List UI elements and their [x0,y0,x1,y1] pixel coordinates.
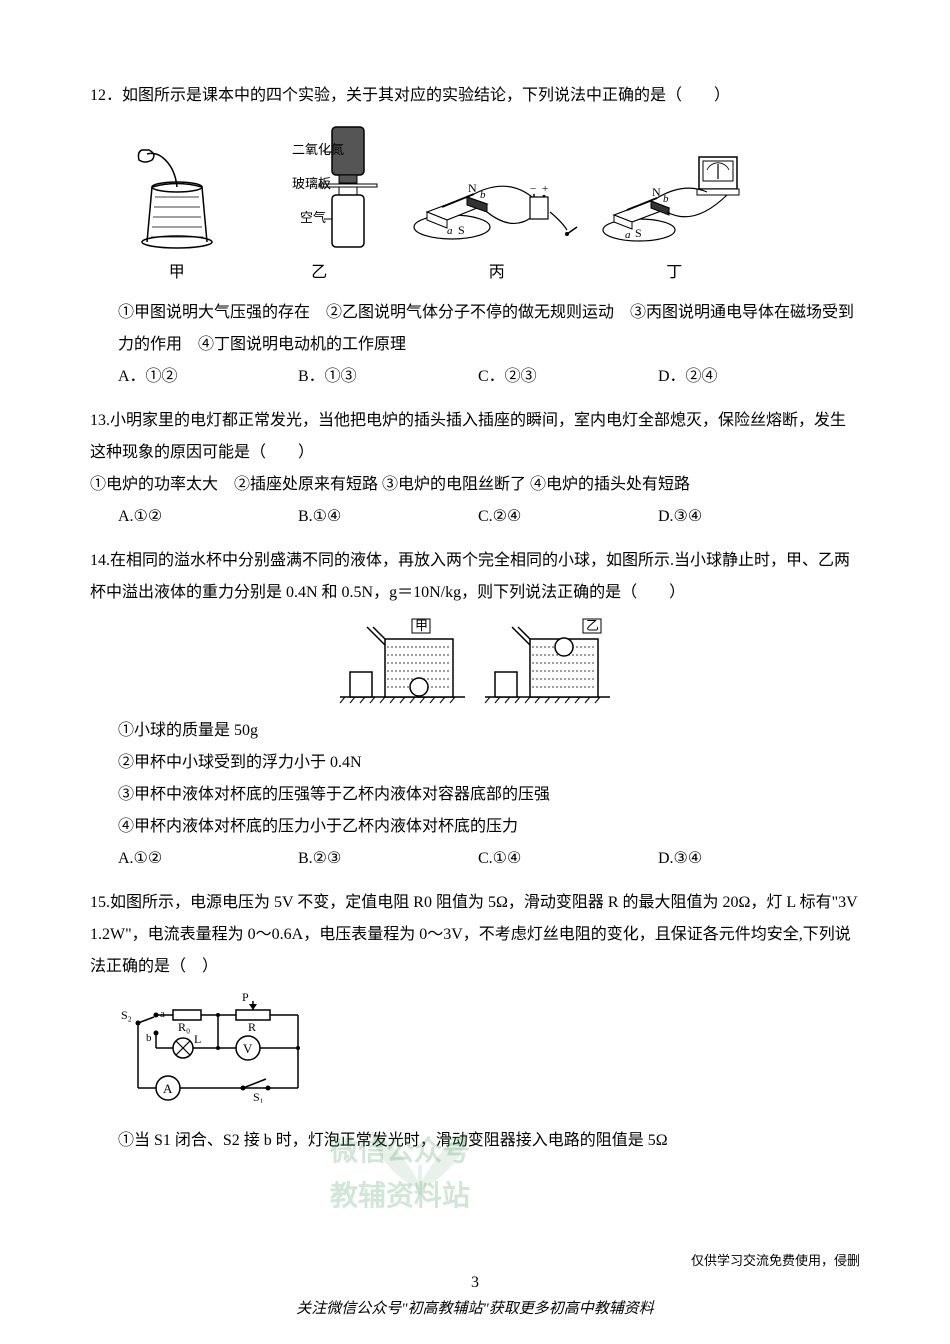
q14-stem: 14.在相同的溢水杯中分别盛满不同的液体，再放入两个完全相同的小球，如图所示.当… [90,545,860,609]
q14-stem-text: 在相同的溢水杯中分别盛满不同的液体，再放入两个完全相同的小球，如图所示.当小球静… [90,552,850,601]
q14-s2: ②甲杯中小球受到的浮力小于 0.4N [90,747,860,779]
lbl-V: V [243,1041,253,1056]
q15-stem: 15.如图所示，电源电压为 5V 不变，定值电阻 R0 阻值为 5Ω，滑动变阻器… [90,887,860,983]
q13-stem: 13.小明家里的电灯都正常发光，当他把电炉的插头插入插座的瞬间，室内电灯全部熄灭… [90,405,860,469]
label-jia: 甲 [127,257,227,289]
label-yi: 乙 [244,257,394,289]
fig-ding-svg: N b a S [599,152,749,252]
fig-yi-svg: 二氧化氮 玻璃板 空气 [244,122,394,252]
q13-number: 13. [90,412,110,429]
lbl-R: R [248,1020,256,1034]
fig-yi: 二氧化氮 玻璃板 空气 [244,122,394,252]
q12-fig-labels: 甲 乙 丙 丁 [118,257,758,289]
q12-stem: 12．如图所示是课本中的四个实验，关于其对应的实验结论，下列说法中正确的是（ ） [90,80,860,112]
annot-a2: a [625,229,631,241]
q14-figure: 甲 乙 [90,617,860,707]
q13-options: A.①② B.①④ C.②④ D.③④ [90,501,860,533]
lbl-R0: R₀ [178,1020,190,1034]
label-ding: 丁 [599,257,749,289]
lbl-b: b [146,1032,152,1044]
lbl-P: P [242,993,249,1004]
q14-opt-d: D.③④ [658,843,838,875]
fig-ding: N b a S [599,152,749,252]
q12-opt-a: A．①② [118,361,298,393]
question-15: 15.如图所示，电源电压为 5V 不变，定值电阻 R0 阻值为 5Ω，滑动变阻器… [90,887,860,1157]
q13-opt-a: A.①② [118,501,298,533]
q13-opt-b: B.①④ [298,501,478,533]
fig-bing: N b a S − + [412,162,582,252]
q12-options: A．①② B．①③ C．②③ D．②④ [90,361,860,393]
fig-bing-svg: N b a S − + [412,162,582,252]
q12-opt-b: B．①③ [298,361,478,393]
annot-air: 空气 [300,210,326,225]
q12-stem-text: 如图所示是课本中的四个实验，关于其对应的实验结论，下列说法中正确的是（ ） [122,87,730,104]
q13-opt-d: D.③④ [658,501,838,533]
question-12: 12．如图所示是课本中的四个实验，关于其对应的实验结论，下列说法中正确的是（ ） [90,80,860,393]
annot-a1: a [447,225,453,237]
q14-opt-b: B.②③ [298,843,478,875]
lbl-S2: S₂ [121,1008,132,1022]
q13-stem-text: 小明家里的电灯都正常发光，当他把电炉的插头插入插座的瞬间，室内电灯全部熄灭，保险… [90,412,846,461]
q13-opt-c: C.②④ [478,501,658,533]
q15-number: 15. [90,894,110,911]
q12-opt-c: C．②③ [478,361,658,393]
svg-text:−: − [530,183,536,195]
q12-opt-d: D．②④ [658,361,838,393]
q14-opt-a: A.①② [118,843,298,875]
q14-number: 14. [90,552,110,569]
lbl-L: L [194,1032,201,1046]
q14-s1: ①小球的质量是 50g [90,715,860,747]
q14-s4: ④甲杯内液体对杯底的压力小于乙杯内液体对杯底的压力 [90,811,860,843]
question-13: 13.小明家里的电灯都正常发光，当他把电炉的插头插入插座的瞬间，室内电灯全部熄灭… [90,405,860,533]
annot-S2: S [635,226,642,240]
q15-circuit-svg: S₂ a b R₀ L P R [118,993,318,1103]
q15-stem-text: 如图所示，电源电压为 5V 不变，定值电阻 R0 阻值为 5Ω，滑动变阻器 R … [90,894,873,975]
footer-right: 仅供学习交流免费使用，侵删 [691,1248,860,1274]
q12-number: 12． [90,87,122,104]
q14-label-yi: 乙 [586,618,599,633]
annot-S1: S [458,223,465,237]
q12-figures: 二氧化氮 玻璃板 空气 N b a S [118,122,758,252]
q13-statements: ①电炉的功率太大 ②插座处原来有短路 ③电炉的电阻丝断了 ④电炉的插头处有短路 [90,469,860,501]
q15-circuit: S₂ a b R₀ L P R [118,993,860,1115]
lbl-a: a [160,1008,165,1020]
fig-jia [127,142,227,252]
lbl-S1: S₁ [253,1090,264,1103]
svg-text:+: + [542,183,548,195]
annot-no2: 二氧化氮 [292,142,344,157]
footer-center: 关注微信公众号"初高教辅站"获取更多初高中教辅资料 [296,1294,654,1324]
q15-s1: ①当 S1 闭合、S2 接 b 时，灯泡正常发光时，滑动变阻器接入电路的阻值是 … [90,1125,860,1157]
fig-jia-svg [127,142,227,252]
lbl-A: A [163,1081,173,1096]
q12-statements: ①甲图说明大气压强的存在 ②乙图说明气体分子不停的做无规则运动 ③丙图说明通电导… [90,297,860,361]
q14-label-jia: 甲 [415,618,428,633]
q14-options: A.①② B.②③ C.①④ D.③④ [90,843,860,875]
q14-s3: ③甲杯中液体对杯底的压强等于乙杯内液体对容器底部的压强 [90,779,860,811]
q14-opt-c: C.①④ [478,843,658,875]
question-14: 14.在相同的溢水杯中分别盛满不同的液体，再放入两个完全相同的小球，如图所示.当… [90,545,860,875]
annot-glass: 玻璃板 [292,176,331,191]
label-bing: 丙 [412,257,582,289]
wm-line2: 教辅资料站 [330,1175,470,1220]
q14-svg: 甲 乙 [335,617,615,707]
